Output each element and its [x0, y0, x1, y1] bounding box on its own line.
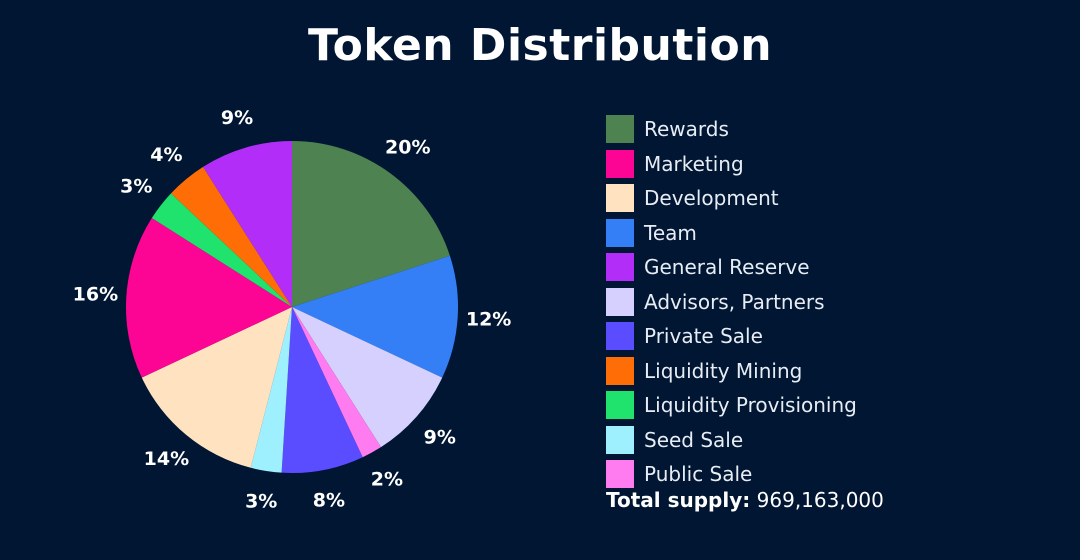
- legend-item: Marketing: [606, 147, 1066, 182]
- legend-swatch: [606, 322, 634, 351]
- total-supply: Total supply: 969,163,000: [606, 488, 884, 512]
- pie-chart: 20% 12% 9% 2% 8% 3% 14% 16% 3% 4% 9%: [73, 107, 512, 513]
- chart-legend: Rewards Marketing Development Team General R…: [606, 112, 1066, 492]
- legend-swatch: [606, 391, 634, 420]
- legend-label: Team: [644, 220, 697, 245]
- legend-swatch: [606, 287, 634, 316]
- pie-slice-seed-sale: [250, 307, 292, 473]
- legend-item: Liquidity Provisioning: [606, 388, 1066, 423]
- slice-label: 14%: [144, 448, 189, 470]
- pie-slice-liquidity-mining: [170, 166, 292, 307]
- pie-slice-team: [292, 255, 459, 378]
- slice-label: 3%: [120, 175, 152, 197]
- slice-label: 9%: [424, 426, 456, 448]
- legend-label: Liquidity Provisioning: [644, 393, 857, 418]
- pie-slice-marketing: [125, 218, 292, 378]
- legend-label: Rewards: [644, 117, 729, 142]
- legend-label: Public Sale: [644, 462, 753, 487]
- slice-label: 4%: [150, 144, 182, 166]
- legend-item: Advisors, Partners: [606, 285, 1066, 320]
- slice-label: 8%: [313, 490, 345, 512]
- pie-slice-liquidity-provisioning: [151, 193, 292, 307]
- legend-label: Development: [644, 186, 779, 211]
- legend-item: General Reserve: [606, 250, 1066, 285]
- legend-item: Liquidity Mining: [606, 354, 1066, 389]
- legend-item: Public Sale: [606, 457, 1066, 492]
- legend-item: Rewards: [606, 112, 1066, 147]
- pie-slice-development: [141, 307, 292, 468]
- chart-title: Token Distribution: [307, 20, 773, 71]
- legend-swatch: [606, 356, 634, 385]
- pie-slice-public-sale: [292, 307, 381, 458]
- pie-slice-general-reserve: [203, 141, 292, 307]
- slice-label: 16%: [73, 284, 118, 306]
- slice-label: 20%: [385, 137, 430, 159]
- slice-label: 2%: [371, 469, 403, 491]
- legend-item: Development: [606, 181, 1066, 216]
- slice-label: 9%: [221, 107, 253, 129]
- legend-swatch: [606, 425, 634, 454]
- legend-label: Advisors, Partners: [644, 289, 825, 314]
- total-supply-value: 969,163,000: [756, 488, 884, 512]
- pie-slice-rewards: [292, 141, 450, 307]
- legend-label: Seed Sale: [644, 427, 744, 452]
- legend-item: Seed Sale: [606, 423, 1066, 458]
- legend-swatch: [606, 218, 634, 247]
- legend-item: Team: [606, 216, 1066, 251]
- legend-label: Private Sale: [644, 324, 763, 349]
- legend-swatch: [606, 115, 634, 144]
- pie-slice-advisors-partners: [292, 307, 443, 448]
- legend-swatch: [606, 149, 634, 178]
- legend-label: General Reserve: [644, 255, 810, 280]
- legend-swatch: [606, 460, 634, 489]
- legend-label: Marketing: [644, 151, 744, 176]
- slice-label: 12%: [466, 308, 511, 330]
- legend-item: Private Sale: [606, 319, 1066, 354]
- legend-label: Liquidity Mining: [644, 358, 803, 383]
- slice-label: 3%: [245, 491, 277, 513]
- legend-swatch: [606, 184, 634, 213]
- legend-swatch: [606, 253, 634, 282]
- pie-slice-private-sale: [281, 307, 363, 473]
- total-supply-label: Total supply:: [606, 488, 751, 512]
